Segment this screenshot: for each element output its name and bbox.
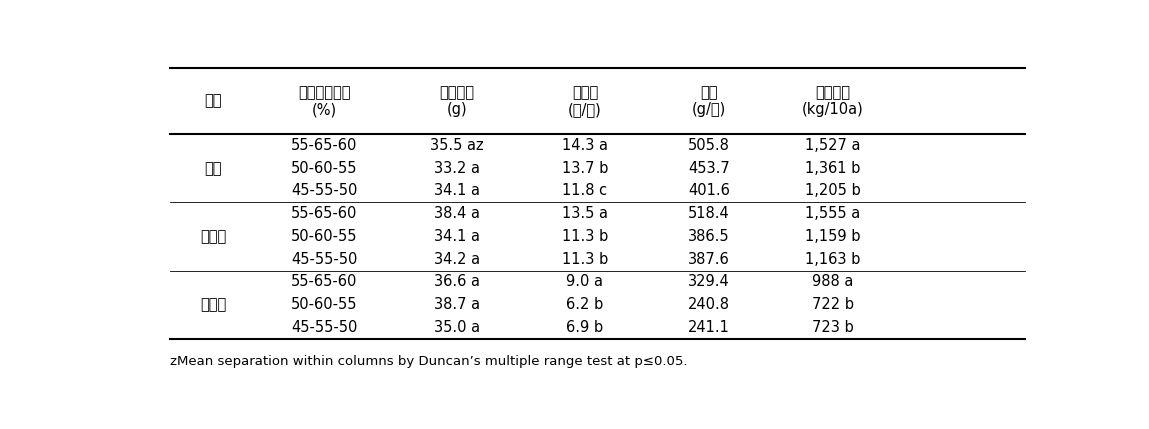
Text: 품종: 품종: [205, 94, 222, 109]
Text: 55-65-60: 55-65-60: [291, 206, 357, 221]
Text: 6.2 b: 6.2 b: [566, 297, 603, 312]
Text: 34.2 a: 34.2 a: [433, 252, 480, 267]
Text: 722 b: 722 b: [812, 297, 854, 312]
Text: 45-55-50: 45-55-50: [291, 320, 357, 335]
Text: 50-60-55: 50-60-55: [291, 297, 357, 312]
Text: 배지수분함량
(%): 배지수분함량 (%): [298, 85, 350, 117]
Text: 55-65-60: 55-65-60: [291, 275, 357, 290]
Text: 45-55-50: 45-55-50: [291, 184, 357, 199]
Text: 45-55-50: 45-55-50: [291, 252, 357, 267]
Text: 35.5 az: 35.5 az: [430, 138, 484, 153]
Text: 34.1 a: 34.1 a: [433, 229, 480, 244]
Text: 518.4: 518.4: [688, 206, 730, 221]
Text: 988 a: 988 a: [812, 275, 854, 290]
Text: 38.7 a: 38.7 a: [433, 297, 480, 312]
Text: 평균과중
(g): 평균과중 (g): [439, 85, 475, 117]
Text: 과중
(g/주): 과중 (g/주): [692, 85, 726, 117]
Text: 노란색: 노란색: [200, 229, 226, 244]
Text: 1,527 a: 1,527 a: [805, 138, 861, 153]
Text: 상품수량
(kg/10a): 상품수량 (kg/10a): [802, 85, 864, 117]
Text: 적색: 적색: [205, 161, 222, 176]
Text: 13.5 a: 13.5 a: [562, 206, 608, 221]
Text: 1,555 a: 1,555 a: [805, 206, 861, 221]
Text: 주황색: 주황색: [200, 297, 226, 312]
Text: 1,163 b: 1,163 b: [805, 252, 861, 267]
Text: 35.0 a: 35.0 a: [433, 320, 480, 335]
Text: 1,159 b: 1,159 b: [805, 229, 861, 244]
Text: zMean separation within columns by Duncan’s multiple range test at p≤0.05.: zMean separation within columns by Dunca…: [170, 355, 688, 369]
Text: 11.8 c: 11.8 c: [562, 184, 608, 199]
Text: 386.5: 386.5: [688, 229, 730, 244]
Text: 50-60-55: 50-60-55: [291, 229, 357, 244]
Text: 401.6: 401.6: [688, 184, 730, 199]
Text: 329.4: 329.4: [688, 275, 730, 290]
Text: 50-60-55: 50-60-55: [291, 161, 357, 176]
Text: 453.7: 453.7: [688, 161, 730, 176]
Text: 38.4 a: 38.4 a: [433, 206, 480, 221]
Text: 241.1: 241.1: [688, 320, 730, 335]
Text: 505.8: 505.8: [688, 138, 730, 153]
Text: 36.6 a: 36.6 a: [433, 275, 480, 290]
Text: 착과수
(개/주): 착과수 (개/주): [568, 85, 602, 117]
Text: 6.9 b: 6.9 b: [566, 320, 603, 335]
Text: 1,361 b: 1,361 b: [805, 161, 861, 176]
Text: 1,205 b: 1,205 b: [805, 184, 861, 199]
Text: 11.3 b: 11.3 b: [562, 252, 608, 267]
Text: 11.3 b: 11.3 b: [562, 229, 608, 244]
Text: 55-65-60: 55-65-60: [291, 138, 357, 153]
Text: 240.8: 240.8: [688, 297, 730, 312]
Text: 387.6: 387.6: [688, 252, 730, 267]
Text: 13.7 b: 13.7 b: [562, 161, 608, 176]
Text: 33.2 a: 33.2 a: [433, 161, 480, 176]
Text: 34.1 a: 34.1 a: [433, 184, 480, 199]
Text: 14.3 a: 14.3 a: [562, 138, 608, 153]
Text: 723 b: 723 b: [812, 320, 854, 335]
Text: 9.0 a: 9.0 a: [566, 275, 603, 290]
